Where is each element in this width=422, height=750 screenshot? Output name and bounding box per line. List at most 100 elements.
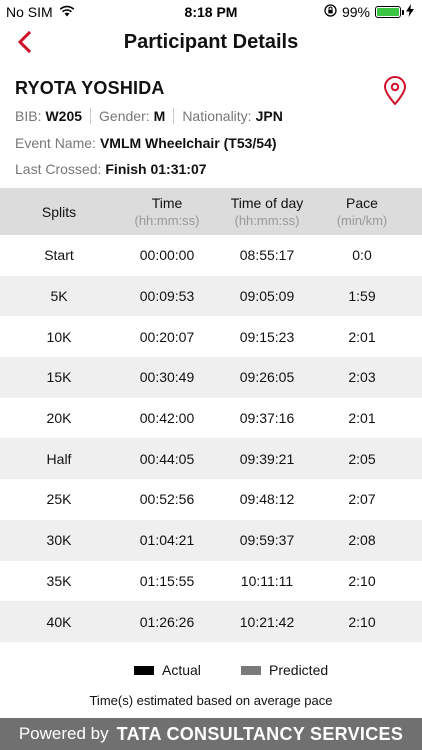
table-row: 35K 01:15:55 10:11:11 2:10 [0, 561, 422, 602]
table-row: 40K 01:26:26 10:21:42 2:10 [0, 601, 422, 642]
location-pin-icon[interactable] [382, 76, 408, 106]
table-row: 15K 00:30:49 09:26:05 2:03 [0, 357, 422, 398]
splits-table-body: Start 00:00:00 08:55:17 0:0 5K 00:09:53 … [0, 235, 422, 642]
split-pace: 1:59 [348, 288, 376, 305]
header-label: Time of day [230, 195, 304, 211]
header-splits: Splits [0, 188, 118, 235]
header-label: Time [151, 195, 183, 211]
participant-info: RYOTA YOSHIDA BIB: W205 Gender: M Nation… [0, 66, 422, 188]
legend-swatch-actual [134, 665, 154, 675]
split-pace: 2:03 [348, 369, 376, 386]
split-time: 00:44:05 [139, 450, 195, 467]
split-name: Half [46, 450, 72, 467]
header-time: Time (hh:mm:ss) [118, 188, 216, 235]
header-unit: (min/km) [336, 213, 388, 228]
split-name: 35K [46, 572, 72, 589]
legend-swatch-predicted [241, 665, 261, 675]
navigation-bar: Participant Details [0, 24, 422, 64]
split-pace: 2:07 [348, 491, 376, 508]
powered-by-label: Powered by [18, 724, 109, 743]
split-time: 01:15:55 [139, 572, 195, 589]
split-name: 25K [46, 491, 72, 508]
status-right: 99% [324, 4, 414, 20]
last-crossed-label: Last Crossed: [15, 161, 102, 177]
split-pace: 0:0 [352, 247, 372, 264]
status-bar: No SIM 8:18 PM 99% [0, 0, 422, 24]
legend-predicted: Predicted [241, 662, 328, 678]
split-name: 10K [46, 328, 72, 345]
split-pace: 2:05 [348, 450, 376, 467]
split-time: 01:26:26 [139, 613, 195, 630]
header-time-of-day: Time of day (hh:mm:ss) [216, 188, 318, 235]
event-row: Event Name: VMLM Wheelchair (T53/54) [15, 135, 277, 151]
split-time-of-day: 08:55:17 [239, 247, 295, 264]
split-time-of-day: 10:21:42 [239, 613, 295, 630]
splits-table-header: Splits Time (hh:mm:ss) Time of day (hh:m… [0, 188, 422, 235]
divider [173, 108, 175, 124]
event-value: VMLM Wheelchair (T53/54) [99, 135, 277, 151]
split-time: 01:04:21 [139, 532, 195, 549]
split-name: 40K [46, 613, 72, 630]
participant-name: RYOTA YOSHIDA [15, 78, 165, 98]
header-label: Pace [346, 195, 378, 211]
nationality-label: Nationality: [182, 108, 252, 124]
battery-fill [377, 8, 399, 16]
legend-label: Predicted [269, 662, 329, 678]
chevron-left-icon [17, 30, 32, 58]
table-row: 10K 00:20:07 09:15:23 2:01 [0, 316, 422, 357]
split-pace: 2:01 [348, 328, 376, 345]
split-time-of-day: 09:26:05 [239, 369, 295, 386]
charging-bolt-icon [406, 4, 414, 20]
header-unit: (hh:mm:ss) [234, 213, 300, 228]
split-name: 15K [46, 369, 72, 386]
legend-label: Actual [162, 662, 201, 678]
wifi-icon [59, 4, 75, 20]
split-time-of-day: 09:59:37 [239, 532, 295, 549]
split-time: 00:30:49 [139, 369, 195, 386]
battery-percent: 99% [341, 4, 370, 20]
table-row: 25K 00:52:56 09:48:12 2:07 [0, 479, 422, 520]
status-time: 8:18 PM [184, 4, 238, 20]
header-pace: Pace (min/km) [318, 188, 406, 235]
split-time-of-day: 09:15:23 [239, 328, 295, 345]
battery-icon [375, 6, 404, 18]
split-pace: 2:10 [348, 572, 376, 589]
split-name: 30K [46, 532, 72, 549]
split-pace: 2:08 [348, 532, 376, 549]
header-unit: (hh:mm:ss) [134, 213, 200, 228]
brand-logo: TATA CONSULTANCY SERVICES [116, 723, 404, 744]
split-time: 00:52:56 [139, 491, 195, 508]
split-pace: 2:10 [348, 613, 376, 630]
table-row: Start 00:00:00 08:55:17 0:0 [0, 235, 422, 276]
nationality-value: JPN [255, 108, 283, 124]
bib-value: W205 [45, 108, 83, 124]
split-time-of-day: 09:05:09 [239, 288, 295, 305]
carrier-label: No SIM [6, 4, 53, 20]
orientation-lock-icon [324, 4, 337, 20]
split-time-of-day: 10:11:11 [240, 572, 294, 589]
split-pace: 2:01 [348, 410, 376, 427]
page-title: Participant Details [123, 31, 299, 53]
split-time-of-day: 09:39:21 [239, 450, 295, 467]
table-row: Half 00:44:05 09:39:21 2:05 [0, 438, 422, 480]
divider [90, 108, 92, 124]
event-label: Event Name: [15, 135, 96, 151]
estimate-note: Time(s) estimated based on average pace [89, 693, 333, 708]
footer-banner: Powered by TATA CONSULTANCY SERVICES [0, 718, 422, 750]
bib-label: BIB: [15, 108, 42, 124]
participant-meta-row: BIB: W205 Gender: M Nationality: JPN [15, 108, 283, 124]
gender-label: Gender: [99, 108, 150, 124]
gender-value: M [153, 108, 166, 124]
split-time: 00:42:00 [139, 410, 195, 427]
split-time: 00:20:07 [139, 328, 195, 345]
header-label: Splits [41, 203, 77, 220]
split-name: 5K [50, 288, 68, 305]
status-left: No SIM [6, 4, 75, 20]
table-row: 30K 01:04:21 09:59:37 2:08 [0, 519, 422, 561]
back-button[interactable] [8, 26, 40, 62]
legend: Actual Predicted [0, 662, 422, 682]
split-name: Start [44, 247, 74, 264]
split-time: 00:09:53 [139, 288, 195, 305]
last-crossed-value: Finish 01:31:07 [105, 161, 207, 177]
last-crossed-row: Last Crossed: Finish 01:31:07 [15, 161, 207, 177]
